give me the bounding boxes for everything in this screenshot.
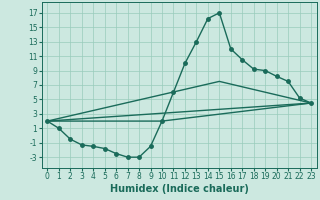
X-axis label: Humidex (Indice chaleur): Humidex (Indice chaleur): [110, 184, 249, 194]
